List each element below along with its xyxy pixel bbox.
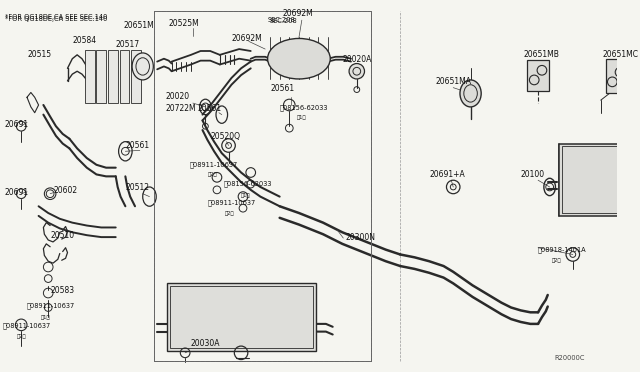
Bar <box>120 50 129 103</box>
Text: 20515: 20515 <box>27 50 51 59</box>
Text: 20722M: 20722M <box>166 104 196 113</box>
Text: Ⓑ08156-62033: Ⓑ08156-62033 <box>224 180 272 187</box>
Text: 20561: 20561 <box>270 84 294 93</box>
Text: 20512: 20512 <box>125 183 149 192</box>
Text: （1）: （1） <box>241 193 251 198</box>
Bar <box>154 12 371 360</box>
Text: 20602: 20602 <box>53 186 77 195</box>
Text: 20583: 20583 <box>50 286 74 295</box>
Bar <box>527 60 548 90</box>
Text: *FOR QG18DE,CA SEE SEC.140: *FOR QG18DE,CA SEE SEC.140 <box>5 16 107 22</box>
Bar <box>154 12 371 360</box>
Text: 20517: 20517 <box>116 40 140 49</box>
Text: 20651MB: 20651MB <box>524 50 559 59</box>
Bar <box>605 59 627 93</box>
Text: 20100: 20100 <box>521 170 545 179</box>
Bar <box>559 144 640 216</box>
Text: 20561: 20561 <box>198 104 222 113</box>
Text: 20691: 20691 <box>5 187 29 197</box>
Text: SEC.208: SEC.208 <box>268 17 296 23</box>
Text: R20000C: R20000C <box>554 355 585 360</box>
Text: 20510: 20510 <box>50 231 74 240</box>
Bar <box>97 50 106 103</box>
Text: 20584: 20584 <box>72 36 97 45</box>
Text: 20692M: 20692M <box>232 34 262 43</box>
Ellipse shape <box>268 38 330 79</box>
Text: ⒣08911-10637: ⒣08911-10637 <box>190 161 238 168</box>
Text: Ⓑ08156-62033: Ⓑ08156-62033 <box>280 104 328 111</box>
Bar <box>131 50 141 103</box>
Text: （1）: （1） <box>40 315 50 320</box>
Text: 20525M: 20525M <box>169 19 200 28</box>
Text: 20520Q: 20520Q <box>210 132 240 141</box>
Text: 20651MA: 20651MA <box>436 77 472 86</box>
Bar <box>167 283 316 351</box>
Text: （2）: （2） <box>552 258 561 263</box>
Text: 20691: 20691 <box>5 120 29 129</box>
Text: （1）: （1） <box>297 115 307 121</box>
Text: ⒣08918-1401A: ⒣08918-1401A <box>538 246 587 253</box>
Ellipse shape <box>460 80 481 107</box>
Ellipse shape <box>132 53 154 80</box>
Text: 20020: 20020 <box>166 92 190 101</box>
Text: ⒣08911-10637: ⒣08911-10637 <box>207 200 255 206</box>
Text: 20692M: 20692M <box>282 9 314 18</box>
Text: 20691+A: 20691+A <box>429 170 465 179</box>
Text: *FOR QG18DE,CA SEE SEC.140: *FOR QG18DE,CA SEE SEC.140 <box>5 14 107 20</box>
Text: SEC.208: SEC.208 <box>270 18 298 24</box>
Circle shape <box>349 64 365 79</box>
Bar <box>562 147 640 213</box>
Text: （2）: （2） <box>225 211 234 216</box>
Text: 20651MC: 20651MC <box>603 50 639 59</box>
Bar <box>85 50 95 103</box>
Text: （2）: （2） <box>207 172 217 177</box>
Text: 20651M: 20651M <box>124 21 154 30</box>
Text: ⒣08911-10637: ⒣08911-10637 <box>27 303 76 310</box>
Text: 20300N: 20300N <box>345 233 375 242</box>
Text: 20030A: 20030A <box>191 339 220 348</box>
Text: ⒣08911-10637: ⒣08911-10637 <box>3 322 51 329</box>
Text: 20020A: 20020A <box>342 55 372 64</box>
Bar <box>170 286 314 348</box>
Bar <box>108 50 118 103</box>
Text: （2）: （2） <box>17 334 26 339</box>
Text: 20561: 20561 <box>125 141 150 150</box>
